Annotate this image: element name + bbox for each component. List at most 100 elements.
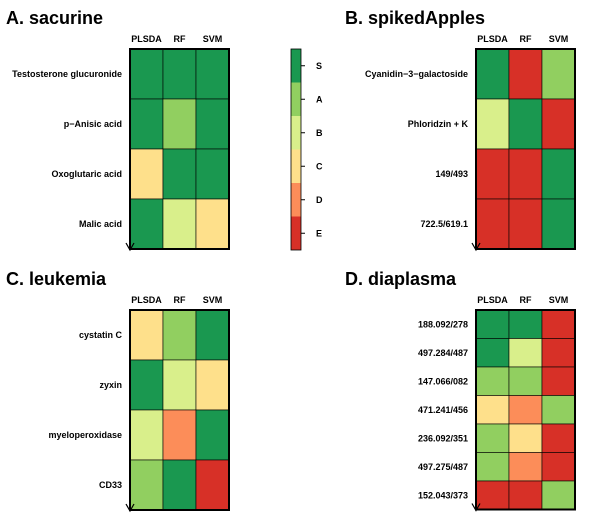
heatmap-cell xyxy=(541,148,576,200)
heatmap-cell xyxy=(508,480,543,510)
legend-swatch xyxy=(291,183,301,217)
row-label: 497.284/487 xyxy=(418,348,468,358)
panel-1: A. sacurine PLSDA RF SVM Testosterone glucur… xyxy=(6,8,230,252)
grid-frame xyxy=(475,309,576,511)
column-label: PLSDA xyxy=(131,295,162,305)
corner-arrow xyxy=(125,242,135,252)
heatmap-cell xyxy=(541,309,576,339)
column-label: RF xyxy=(520,295,532,305)
row-label: myeloperoxidase xyxy=(48,430,122,440)
row-label: 236.092/351 xyxy=(418,433,468,443)
corner-arrow xyxy=(471,503,481,512)
corner-arrow xyxy=(471,242,481,252)
panel-title: D. diaplasma xyxy=(345,269,457,289)
heatmap-cell xyxy=(508,48,543,100)
legend-label: D xyxy=(316,195,323,205)
heatmap-cell xyxy=(508,423,543,453)
heatmap-cell xyxy=(541,423,576,453)
heatmap-cell xyxy=(162,309,197,361)
legend-label: B xyxy=(316,128,323,138)
column-label: PLSDA xyxy=(131,34,162,44)
panel-title: C. leukemia xyxy=(6,269,107,289)
heatmap-cell xyxy=(162,48,197,100)
corner-arrow xyxy=(125,503,135,513)
heatmap-cell xyxy=(129,309,164,361)
heatmap-cell xyxy=(129,48,164,100)
heatmap-cell xyxy=(129,148,164,200)
heatmap-cell xyxy=(541,338,576,368)
heatmap-cell xyxy=(195,359,230,411)
row-label: 152.043/373 xyxy=(418,490,468,500)
heatmap-cell xyxy=(475,98,510,150)
grid-frame xyxy=(475,48,576,250)
legend-swatch xyxy=(291,116,301,150)
heatmap-cell xyxy=(508,98,543,150)
heatmap-cell xyxy=(475,309,510,339)
heatmap-cell xyxy=(508,395,543,425)
column-label: SVM xyxy=(549,295,569,305)
row-label: 722.5/619.1 xyxy=(420,219,468,229)
heatmap-cell xyxy=(541,480,576,510)
column-label: PLSDA xyxy=(477,295,508,305)
row-label: 497.275/487 xyxy=(418,462,468,472)
legend-label: A xyxy=(316,94,323,104)
heatmap-cell xyxy=(541,366,576,396)
heatmap-cell xyxy=(508,452,543,482)
heatmap-cell xyxy=(162,148,197,200)
row-label: Testosterone glucuronide xyxy=(12,69,122,79)
legend-swatch xyxy=(291,82,301,116)
heatmap-cell xyxy=(195,48,230,100)
heatmap-cell xyxy=(162,459,197,511)
heatmap-cell xyxy=(162,198,197,250)
row-label: 471.241/456 xyxy=(418,405,468,415)
column-label: SVM xyxy=(549,34,569,44)
legend-frame xyxy=(290,48,302,251)
column-label: RF xyxy=(174,295,186,305)
row-label: 149/493 xyxy=(435,169,468,179)
heatmap-cell xyxy=(508,148,543,200)
row-label: Cyanidin−3−galactoside xyxy=(365,69,468,79)
heatmap-cell xyxy=(508,338,543,368)
panel-3: C. leukemia PLSDA RF SVM cystatin C zyxin myel… xyxy=(6,269,230,513)
heatmap-cell xyxy=(508,366,543,396)
heatmap-cell xyxy=(162,409,197,461)
heatmap-cell xyxy=(541,395,576,425)
heatmap-cell xyxy=(541,452,576,482)
column-label: RF xyxy=(174,34,186,44)
heatmap-cell xyxy=(475,48,510,100)
heatmap-cell xyxy=(475,338,510,368)
heatmap-cell xyxy=(541,198,576,250)
legend-swatch xyxy=(291,149,301,183)
column-label: PLSDA xyxy=(477,34,508,44)
heatmap-cell xyxy=(195,409,230,461)
heatmap-cell xyxy=(195,148,230,200)
heatmap-cell xyxy=(541,98,576,150)
heatmap-cell xyxy=(129,359,164,411)
heatmap-cell xyxy=(475,395,510,425)
heatmap-cell xyxy=(475,148,510,200)
heatmap-cell xyxy=(195,309,230,361)
panel-title: A. sacurine xyxy=(6,8,103,28)
grid-frame xyxy=(129,48,230,250)
grid-frame xyxy=(129,309,230,511)
row-label: CD33 xyxy=(99,480,122,490)
heatmap-cell xyxy=(475,423,510,453)
heatmap-cell xyxy=(475,452,510,482)
heatmap-cell xyxy=(162,98,197,150)
row-label: cystatin C xyxy=(79,330,123,340)
row-label: p−Anisic acid xyxy=(64,119,122,129)
panel-title: B. spikedApples xyxy=(345,8,485,28)
heatmap-cell xyxy=(129,198,164,250)
panel-2: B. spikedApples PLSDA RF SVM Cyanidin−3−gala… xyxy=(345,8,576,252)
heatmap-cell xyxy=(475,366,510,396)
row-label: 188.092/278 xyxy=(418,319,468,329)
heatmap-cell xyxy=(195,459,230,511)
column-label: RF xyxy=(520,34,532,44)
legend: S A B C D E xyxy=(290,48,323,251)
heatmap-cell xyxy=(129,98,164,150)
heatmap-cell xyxy=(508,198,543,250)
row-label: Phloridzin + K xyxy=(408,119,469,129)
heatmap-cell xyxy=(541,48,576,100)
row-label: Oxoglutaric acid xyxy=(51,169,122,179)
